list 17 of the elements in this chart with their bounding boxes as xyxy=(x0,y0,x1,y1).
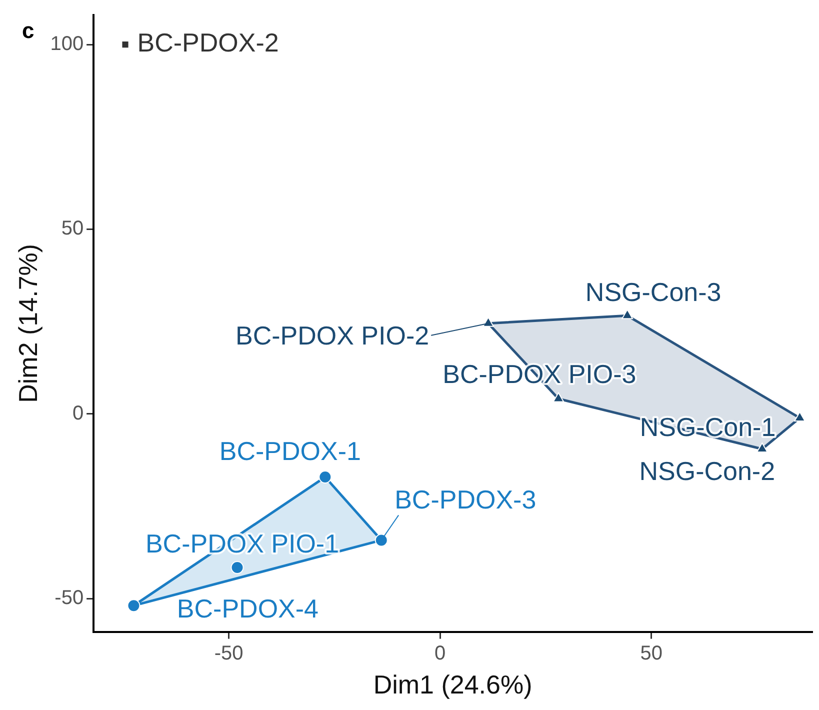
x-tick-label: -50 xyxy=(214,642,244,664)
annotation: BC-PDOX-4 xyxy=(176,594,319,624)
annotation: BC-PDOX PIO-2 xyxy=(235,320,430,351)
annotation: BC-PDOX-1 xyxy=(219,436,361,466)
annotation: BC-PDOX-2 xyxy=(137,28,279,58)
x-tick-label: 50 xyxy=(640,642,663,664)
y-tick-label: 0 xyxy=(72,402,84,424)
y-tick-label: 50 xyxy=(61,218,84,240)
annotation: NSG-Con-3 xyxy=(585,276,722,307)
x-tick-label: 0 xyxy=(434,642,446,664)
y-axis-title: Dim2 (14.7%) xyxy=(12,244,43,403)
annotation: NSG-Con-2 xyxy=(639,456,776,486)
y-tick-label: 100 xyxy=(50,33,84,56)
text: c xyxy=(22,18,34,44)
x-axis-title: Dim1 (24.6%) xyxy=(373,670,532,700)
annotation: BC-PDOX-3 xyxy=(394,484,536,514)
y-tick-label: -50 xyxy=(54,587,84,610)
